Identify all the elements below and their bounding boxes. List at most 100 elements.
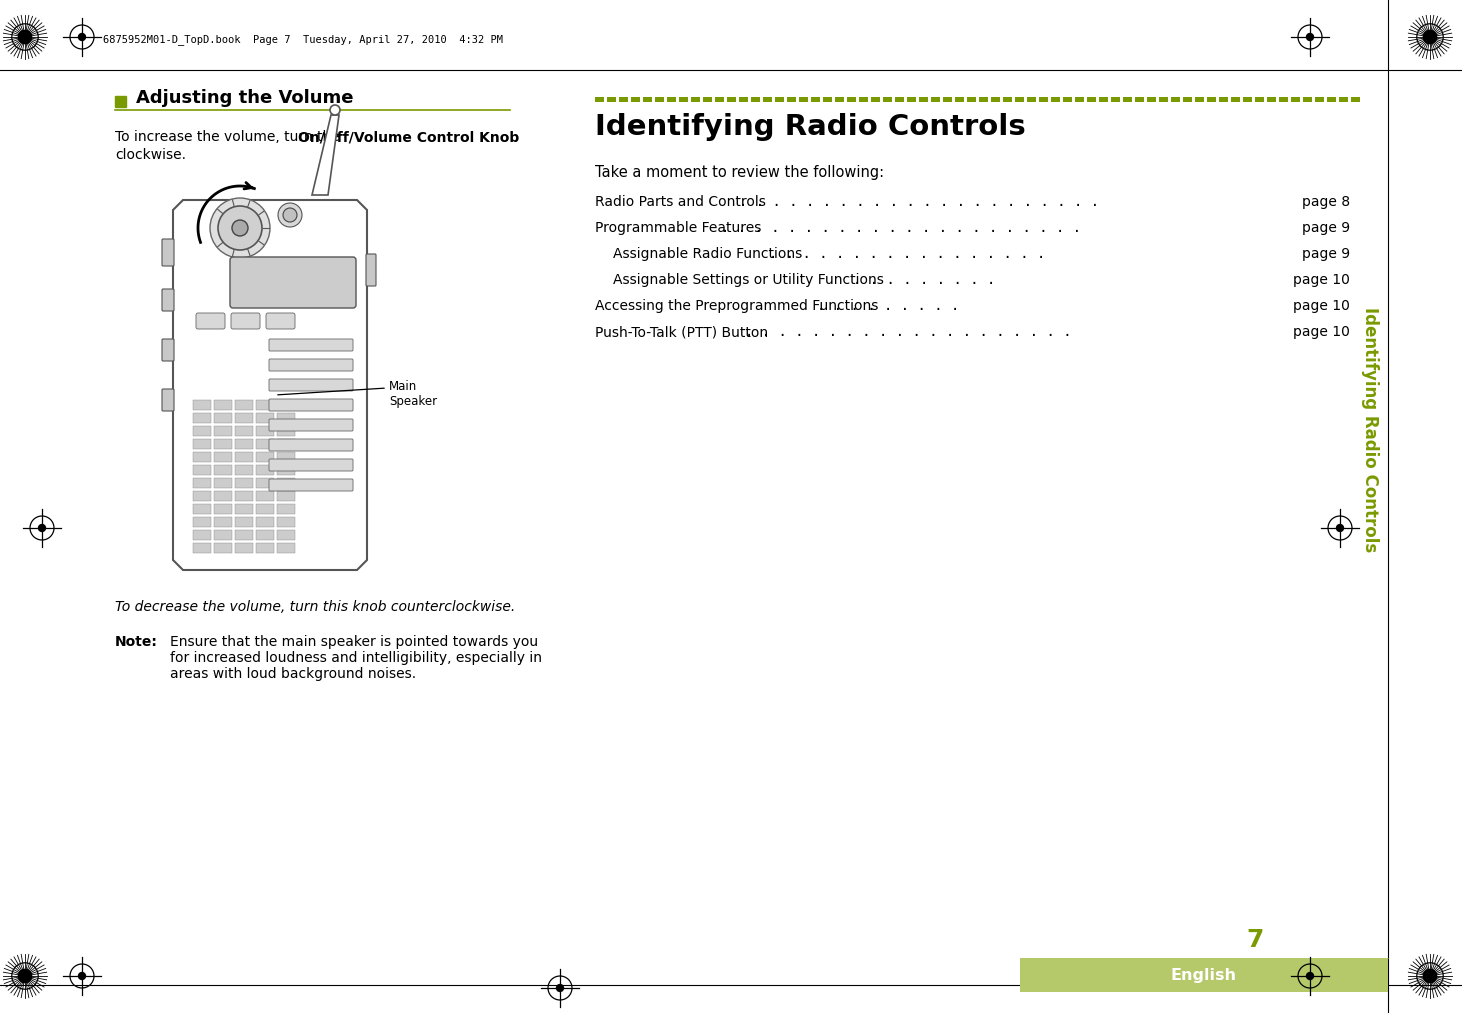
FancyBboxPatch shape	[269, 479, 352, 491]
Text: Assignable Settings or Utility Functions: Assignable Settings or Utility Functions	[613, 272, 885, 287]
Bar	[235, 491, 253, 501]
Bar	[1099, 97, 1108, 102]
Bar	[920, 97, 928, 102]
Bar	[193, 400, 211, 410]
Bar	[1291, 97, 1300, 102]
Bar	[276, 543, 295, 553]
Bar	[738, 97, 749, 102]
Circle shape	[1424, 969, 1437, 983]
Bar	[213, 543, 232, 553]
Bar	[115, 96, 126, 107]
Circle shape	[19, 969, 32, 983]
Bar	[213, 465, 232, 475]
Circle shape	[218, 206, 262, 250]
Bar	[256, 452, 273, 462]
Bar	[1339, 97, 1348, 102]
Circle shape	[1336, 525, 1344, 532]
Bar	[256, 439, 273, 449]
Text: page 10: page 10	[1292, 325, 1349, 339]
Bar	[193, 413, 211, 423]
Bar	[800, 97, 808, 102]
Text: . . . . . . . . . . . . . . . . .: . . . . . . . . . . . . . . . . .	[769, 247, 1054, 261]
FancyBboxPatch shape	[230, 257, 357, 308]
Bar	[860, 97, 868, 102]
Bar	[727, 97, 735, 102]
Text: clockwise.: clockwise.	[115, 148, 186, 162]
Bar	[632, 97, 640, 102]
Bar	[823, 97, 832, 102]
Bar	[276, 491, 295, 501]
Bar	[235, 465, 253, 475]
Bar	[213, 413, 232, 423]
Bar	[256, 517, 273, 527]
Text: . . . . . . . . . . . . . . . . . . . . . .: . . . . . . . . . . . . . . . . . . . . …	[738, 194, 1108, 209]
Bar	[846, 97, 855, 102]
FancyBboxPatch shape	[162, 289, 174, 311]
Bar	[1039, 97, 1048, 102]
Bar	[618, 97, 629, 102]
Circle shape	[1307, 972, 1313, 980]
FancyBboxPatch shape	[162, 389, 174, 411]
Bar	[235, 400, 253, 410]
Text: To decrease the volume, turn this knob counterclockwise.: To decrease the volume, turn this knob c…	[115, 600, 515, 614]
Bar	[256, 530, 273, 540]
Bar	[895, 97, 904, 102]
Bar	[213, 504, 232, 514]
Bar	[276, 439, 295, 449]
Bar	[1254, 97, 1265, 102]
Text: Assignable Radio Functions: Assignable Radio Functions	[613, 247, 803, 261]
Bar	[931, 97, 940, 102]
Text: English: English	[1171, 967, 1237, 983]
Bar	[1303, 97, 1311, 102]
Bar	[213, 426, 232, 436]
Bar	[193, 465, 211, 475]
FancyBboxPatch shape	[231, 313, 260, 329]
Bar	[256, 413, 273, 423]
Bar	[1351, 97, 1360, 102]
Bar	[607, 97, 616, 102]
Bar	[715, 97, 724, 102]
Bar	[276, 413, 295, 423]
Bar	[193, 452, 211, 462]
Bar	[235, 504, 253, 514]
Bar	[1135, 97, 1143, 102]
Polygon shape	[173, 200, 367, 570]
Bar	[213, 478, 232, 488]
Text: page 10: page 10	[1292, 272, 1349, 287]
Bar	[1020, 958, 1387, 992]
Bar	[751, 97, 760, 102]
Bar	[1123, 97, 1132, 102]
Bar	[980, 97, 988, 102]
Bar	[1088, 97, 1096, 102]
Bar	[643, 97, 652, 102]
Bar	[235, 439, 253, 449]
Bar	[235, 543, 253, 553]
Bar	[763, 97, 772, 102]
Text: Identifying Radio Controls: Identifying Radio Controls	[595, 113, 1026, 141]
Bar	[213, 517, 232, 527]
Bar	[235, 530, 253, 540]
Bar	[1111, 97, 1120, 102]
Bar	[256, 426, 273, 436]
Bar	[1327, 97, 1336, 102]
Text: page 9: page 9	[1301, 221, 1349, 235]
Circle shape	[284, 208, 297, 222]
Bar	[1183, 97, 1192, 102]
Bar	[235, 517, 253, 527]
Circle shape	[1307, 33, 1313, 41]
Bar	[1051, 97, 1060, 102]
Circle shape	[1424, 30, 1437, 44]
Bar	[256, 504, 273, 514]
Bar	[1015, 97, 1023, 102]
FancyBboxPatch shape	[162, 339, 174, 361]
Bar	[213, 400, 232, 410]
Bar	[871, 97, 880, 102]
Bar	[692, 97, 700, 102]
Bar	[1314, 97, 1325, 102]
Bar	[235, 452, 253, 462]
Circle shape	[557, 985, 563, 992]
Bar	[703, 97, 712, 102]
Text: Identifying Radio Controls: Identifying Radio Controls	[1361, 307, 1379, 553]
Bar	[235, 426, 253, 436]
Bar	[1243, 97, 1251, 102]
